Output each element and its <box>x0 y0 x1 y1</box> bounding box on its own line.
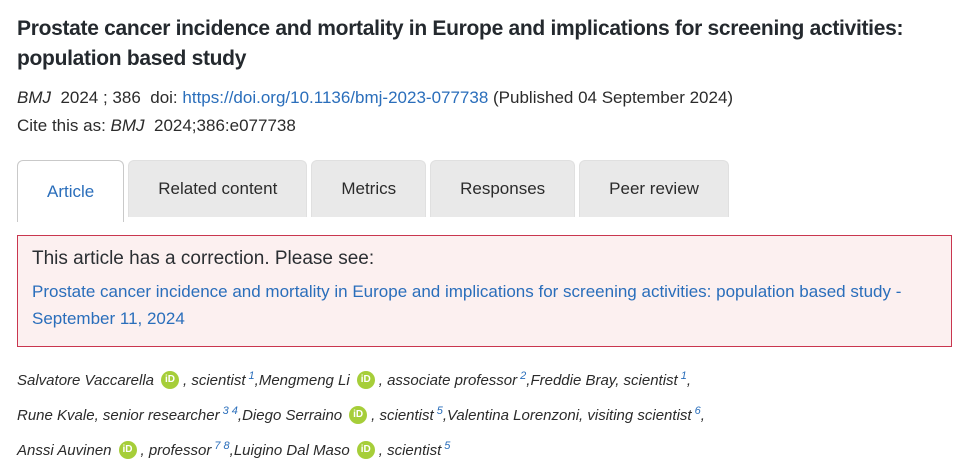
orcid-icon[interactable]: iD <box>118 441 137 459</box>
author-entry: Anssi Auvinen iD, professor 7 8, <box>17 440 234 459</box>
citation-published-date: (Published 04 September 2024) <box>488 88 734 107</box>
author-entry: Mengmeng Li iD, associate professor 2, <box>258 370 531 389</box>
author-separator: , <box>700 407 705 424</box>
author-role: , scientist <box>615 372 678 389</box>
affiliation-number[interactable]: 5 <box>444 440 451 452</box>
author-line: Anssi Auvinen iD, professor 7 8,Luigino Da… <box>17 431 952 466</box>
author-role: , scientist <box>378 442 442 459</box>
author-entry: Luigino Dal Maso iD, scientist 5 <box>233 440 451 459</box>
author-name: Salvatore Vaccarella <box>17 372 155 389</box>
author-name: Mengmeng Li <box>258 372 350 389</box>
cite-as-journal: BMJ <box>110 116 145 135</box>
journal-name: BMJ <box>17 88 51 107</box>
author-separator: , <box>442 407 447 424</box>
cite-as-line: Cite this as: BMJ 2024;386:e077738 <box>17 116 952 136</box>
orcid-icon[interactable]: iD <box>356 371 375 389</box>
orcid-icon[interactable]: iD <box>349 406 368 424</box>
tab-peer-review[interactable]: Peer review <box>579 160 729 217</box>
correction-notice: This article has a correction. Please se… <box>17 235 952 347</box>
tab-bar: Article Related content Metrics Response… <box>17 160 952 222</box>
author-name: Rune Kvale <box>17 407 95 424</box>
affiliation-number[interactable]: 3 4 <box>222 405 238 417</box>
cite-as-prefix: Cite this as: <box>17 116 111 135</box>
affiliation-number[interactable]: 1 <box>680 370 687 382</box>
doi-link[interactable]: https://doi.org/10.1136/bmj-2023-077738 <box>182 88 489 107</box>
author-role: , scientist <box>371 407 434 424</box>
orcid-icon[interactable]: iD <box>161 371 180 389</box>
tab-metrics[interactable]: Metrics <box>311 160 427 217</box>
author-separator: , <box>237 407 243 424</box>
author-entry: Diego Serraino iD, scientist 5, <box>242 405 447 424</box>
author-separator: , <box>229 442 234 459</box>
author-name: Luigino Dal Maso <box>233 442 350 459</box>
author-entry: Valentina Lorenzoni, visiting scientist 6… <box>446 405 705 424</box>
author-entry: Rune Kvale, senior researcher 3 4, <box>17 405 243 424</box>
citation-line: BMJ 2024 ; 386 doi: https://doi.org/10.1… <box>17 88 952 108</box>
author-role: , visiting scientist <box>579 407 692 424</box>
tab-related-content[interactable]: Related content <box>128 160 308 217</box>
orcid-icon[interactable]: iD <box>356 441 375 459</box>
correction-link[interactable]: Prostate cancer incidence and mortality … <box>32 282 902 328</box>
tab-article[interactable]: Article <box>17 160 125 222</box>
correction-heading: This article has a correction. Please se… <box>32 248 375 269</box>
author-name: Valentina Lorenzoni <box>446 407 580 424</box>
citation-volume-info: 2024 ; 386 doi: <box>51 88 183 107</box>
affiliation-number[interactable]: 7 8 <box>214 440 230 452</box>
affiliation-number[interactable]: 6 <box>694 405 701 417</box>
author-line: Rune Kvale, senior researcher 3 4,Diego S… <box>17 396 952 431</box>
author-line: Salvatore Vaccarella iD, scientist 1,Mengm… <box>17 361 952 396</box>
cite-as-reference: 2024;386:e077738 <box>144 116 296 135</box>
author-separator: , <box>254 372 259 389</box>
affiliation-number[interactable]: 1 <box>248 370 255 382</box>
author-separator: , <box>686 372 692 389</box>
author-role: , scientist <box>183 372 246 389</box>
author-role: , associate professor <box>378 372 518 389</box>
author-entry: Freddie Bray, scientist 1, <box>530 370 692 389</box>
author-role: , professor <box>140 442 212 459</box>
author-name: Freddie Bray <box>530 372 616 389</box>
author-role: , senior researcher <box>94 407 220 424</box>
author-list: Salvatore Vaccarella iD, scientist 1,Mengm… <box>17 361 952 466</box>
affiliation-number[interactable]: 5 <box>436 405 443 417</box>
affiliation-number[interactable]: 2 <box>520 370 527 382</box>
tab-responses[interactable]: Responses <box>430 160 576 217</box>
article-title: Prostate cancer incidence and mortality … <box>17 17 904 70</box>
author-entry: Salvatore Vaccarella iD, scientist 1, <box>17 370 259 389</box>
author-separator: , <box>526 372 531 389</box>
author-name: Diego Serraino <box>242 407 343 424</box>
author-name: Anssi Auvinen <box>17 442 112 459</box>
